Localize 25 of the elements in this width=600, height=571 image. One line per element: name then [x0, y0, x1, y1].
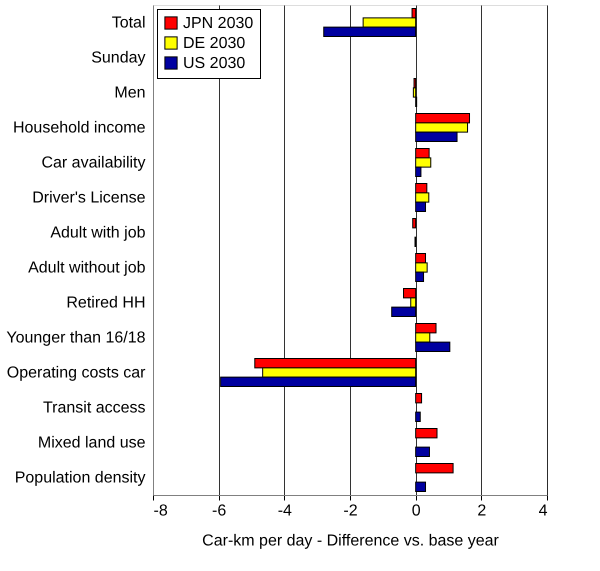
y-tick-label: Sunday [91, 50, 146, 66]
y-tick-label: Total [112, 14, 146, 32]
y-tick-label: Population density [14, 470, 146, 486]
y-tick-label: Mixed land use [38, 434, 146, 452]
y-tick-label: Retired HH [66, 294, 146, 312]
legend-label: DE 2030 [183, 35, 246, 52]
y-tick-label: Younger than 16/18 [6, 330, 146, 346]
x-axis-title: Car-km per day - Difference vs. base year [202, 532, 500, 550]
y-tick-label: Men [114, 84, 146, 102]
y-tick-label: Adult without job [28, 260, 146, 276]
x-tick-label: 2 [477, 502, 486, 520]
y-tick-label: Car availability [41, 154, 146, 172]
x-tick-label: -4 [278, 502, 292, 520]
x-tick-label: 0 [412, 502, 421, 520]
y-tick-label: Operating costs car [6, 364, 146, 382]
y-tick-label: Adult with job [50, 224, 146, 242]
legend-label: JPN 2030 [183, 15, 254, 32]
legend-label: US 2030 [183, 55, 246, 72]
x-tick-label: -8 [154, 502, 168, 520]
y-tick-label: Household income [12, 120, 146, 136]
x-tick-label: 4 [538, 502, 548, 520]
y-tick-label: Driver's License [32, 190, 146, 206]
x-tick-label: -6 [212, 502, 226, 520]
y-tick-label: Transit access [42, 400, 146, 416]
x-tick-label: -2 [343, 502, 358, 520]
